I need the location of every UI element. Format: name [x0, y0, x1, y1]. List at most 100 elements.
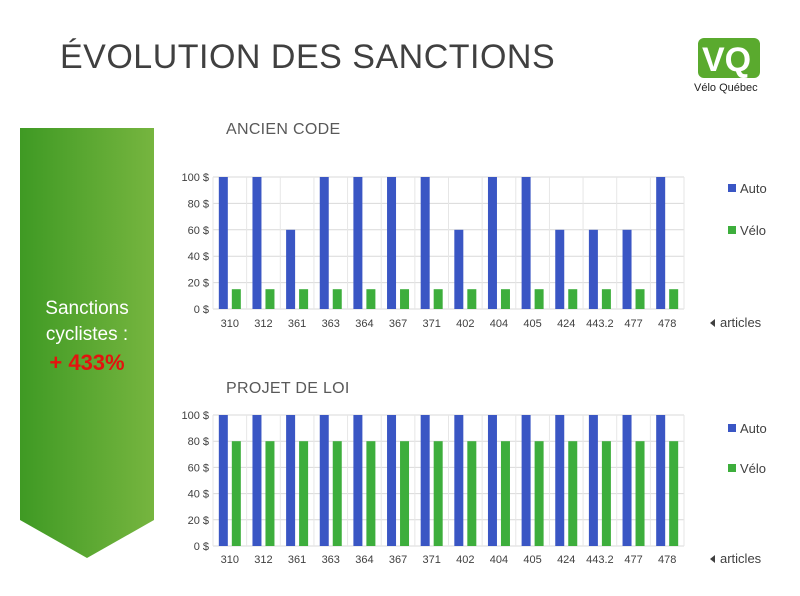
bar-vlo	[265, 289, 275, 309]
bar-vlo	[299, 289, 309, 309]
y-tick-label: 0 $	[194, 541, 209, 553]
bar-auto	[218, 177, 228, 309]
bar-auto	[252, 177, 262, 309]
x-axis-label: articles	[720, 315, 762, 330]
x-tick-label: 402	[456, 554, 474, 566]
x-tick-label: 367	[389, 554, 407, 566]
y-tick-label: 100 $	[181, 410, 209, 422]
x-tick-label: 361	[288, 554, 306, 566]
bar-vlo	[400, 441, 410, 546]
y-tick-label: 20 $	[188, 515, 209, 527]
legend-label: Vélo	[740, 223, 766, 238]
logo-letters: VQ	[702, 41, 751, 79]
x-tick-label: 312	[254, 554, 272, 566]
bar-auto	[487, 177, 497, 309]
x-tick-label: 424	[557, 554, 575, 566]
arrow-line-2: cyclistes :	[45, 324, 129, 345]
bar-auto	[656, 415, 666, 546]
x-axis-label: articles	[720, 551, 762, 566]
bar-vlo	[500, 441, 510, 546]
triangle-left-icon	[710, 555, 715, 563]
bar-vlo	[635, 441, 645, 546]
x-tick-label: 443.2	[586, 318, 614, 330]
x-tick-label: 424	[557, 318, 575, 330]
x-tick-label: 404	[490, 554, 508, 566]
x-tick-label: 367	[389, 318, 407, 330]
bar-auto	[420, 177, 430, 309]
bar-auto	[656, 177, 666, 309]
chart-1-title: ANCIEN CODE	[226, 121, 341, 138]
bar-auto	[218, 415, 228, 546]
x-tick-label: 477	[624, 554, 642, 566]
bar-auto	[588, 229, 598, 309]
legend-swatch	[728, 184, 736, 192]
bar-vlo	[500, 289, 510, 309]
bar-vlo	[299, 441, 309, 546]
x-tick-label: 405	[523, 554, 541, 566]
sanctions-arrow	[20, 128, 154, 558]
bar-vlo	[601, 441, 611, 546]
bar-vlo	[231, 441, 241, 546]
bar-auto	[353, 415, 363, 546]
bar-vlo	[635, 289, 645, 309]
bar-vlo	[669, 441, 679, 546]
bar-vlo	[332, 289, 342, 309]
bar-auto	[622, 415, 632, 546]
legend-label: Vélo	[740, 461, 766, 476]
bar-vlo	[366, 289, 376, 309]
legend-swatch	[728, 464, 736, 472]
x-tick-label: 364	[355, 318, 373, 330]
x-tick-label: 478	[658, 554, 676, 566]
bar-vlo	[534, 289, 544, 309]
legend-label: Auto	[740, 421, 767, 436]
x-tick-label: 443.2	[586, 554, 614, 566]
x-tick-label: 364	[355, 554, 373, 566]
bar-auto	[454, 229, 464, 309]
bar-vlo	[601, 289, 611, 309]
x-tick-label: 310	[221, 318, 239, 330]
arrow-line-1: Sanctions	[45, 298, 129, 319]
bar-vlo	[433, 289, 443, 309]
y-tick-label: 40 $	[188, 489, 209, 501]
bar-vlo	[231, 289, 241, 309]
y-tick-label: 60 $	[188, 225, 209, 237]
bar-vlo	[332, 441, 342, 546]
x-tick-label: 405	[523, 318, 541, 330]
bar-vlo	[400, 289, 410, 309]
bar-auto	[387, 177, 397, 309]
x-tick-label: 404	[490, 318, 508, 330]
bar-auto	[454, 415, 464, 546]
y-tick-label: 80 $	[188, 436, 209, 448]
x-tick-label: 363	[322, 554, 340, 566]
page-title: ÉVOLUTION DES SANCTIONS	[60, 38, 556, 76]
bar-auto	[286, 415, 296, 546]
bar-vlo	[366, 441, 376, 546]
bar-auto	[487, 415, 497, 546]
bar-auto	[622, 229, 632, 309]
bar-auto	[521, 415, 531, 546]
bar-vlo	[568, 441, 578, 546]
x-tick-label: 371	[422, 318, 440, 330]
logo-text: Vélo Québec	[694, 82, 758, 94]
x-tick-label: 312	[254, 318, 272, 330]
bar-auto	[555, 415, 565, 546]
bar-auto	[420, 415, 430, 546]
bar-vlo	[534, 441, 544, 546]
legend-swatch	[728, 424, 736, 432]
x-tick-label: 478	[658, 318, 676, 330]
x-tick-label: 361	[288, 318, 306, 330]
y-tick-label: 60 $	[188, 462, 209, 474]
triangle-left-icon	[710, 319, 715, 327]
arrow-highlight: + 433%	[49, 350, 125, 375]
velo-quebec-logo: VQ	[698, 38, 760, 79]
legend-swatch	[728, 226, 736, 234]
legend-label: Auto	[740, 181, 767, 196]
x-tick-label: 363	[322, 318, 340, 330]
bar-vlo	[568, 289, 578, 309]
y-tick-label: 80 $	[188, 198, 209, 210]
chart-2-title: PROJET DE LOI	[226, 380, 350, 397]
bar-auto	[286, 229, 296, 309]
x-tick-label: 477	[624, 318, 642, 330]
bar-vlo	[669, 289, 679, 309]
